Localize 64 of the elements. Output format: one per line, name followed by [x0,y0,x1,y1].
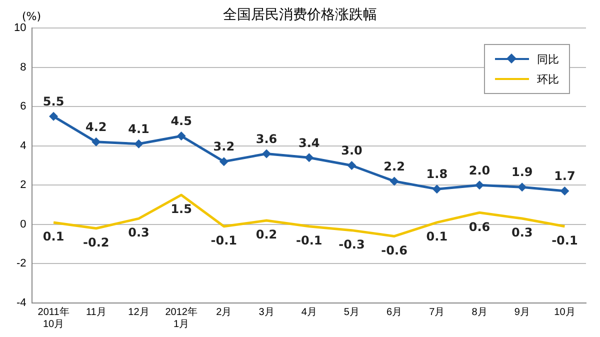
x-tick-label: 10月 [554,306,576,318]
data-label: -0.1 [552,234,578,248]
y-tick-label: 4 [20,140,26,152]
point [49,112,58,121]
data-label: 2.0 [468,163,490,178]
point [475,180,484,190]
point [134,139,144,148]
point [219,157,228,166]
y-tick-label: 2 [20,179,26,192]
data-label: 4.1 [128,122,150,136]
x-tick-label: 3月 [258,306,274,318]
data-label: 0.3 [128,226,150,240]
data-label: 3.6 [256,132,278,146]
data-label: 3.0 [341,144,362,158]
data-label: 0.1 [42,230,64,244]
data-label: 3.2 [213,140,235,154]
x-tick-label: 9月 [514,306,530,318]
y-tick-label: -2 [16,258,26,270]
x-tick-label: 4月 [301,306,317,318]
x-tick-label: 2月 [216,306,232,318]
data-label: 5.5 [42,94,64,109]
point [92,137,101,146]
point [347,161,356,170]
x-tick-label: 7月 [429,306,445,318]
data-label: 0.6 [468,220,490,234]
data-label: 0.2 [256,228,278,242]
point [432,184,442,194]
data-label: -0.3 [338,237,365,252]
data-label: 4.5 [170,114,192,128]
data-label: 4.2 [86,120,107,134]
point [390,176,399,186]
data-label: -0.6 [381,243,408,258]
y-tick-label: 6 [20,100,26,113]
data-label: -0.2 [83,235,110,250]
point [176,132,186,141]
data-label: 1.8 [426,167,448,182]
data-label: 3.4 [298,136,320,150]
chart-title: 全国居民消费价格涨跌幅 [223,7,377,23]
legend-label: 同比 [537,52,559,66]
y-axis-title: (%) [22,10,42,23]
x-tick-label: 8月 [472,306,488,318]
point [304,153,314,162]
data-label: 2.2 [384,159,405,174]
y-tick-label: 8 [20,61,26,74]
x-tick-label: 2011年 10月 [38,306,70,330]
y-tick-label: -4 [16,297,26,310]
y-tick-label: 0 [20,218,26,230]
x-tick-label: 11月 [86,306,106,318]
x-tick-label: 5月 [344,306,360,318]
y-tick-label: 10 [14,22,26,34]
x-tick-label: 6月 [386,306,402,318]
point [560,186,570,196]
x-tick-label: 12月 [128,306,150,318]
data-label: 1.9 [511,165,533,180]
legend-label: 环比 [537,72,559,86]
data-label: -0.1 [296,234,322,248]
data-label: 1.7 [554,169,576,184]
x-tick-label: 2012年 1月 [165,306,198,330]
point [262,149,272,158]
data-label: 0.3 [511,226,533,240]
point [518,182,527,192]
data-label: 1.5 [170,202,192,216]
data-label: 0.1 [426,230,448,244]
data-label: -0.1 [210,234,238,248]
